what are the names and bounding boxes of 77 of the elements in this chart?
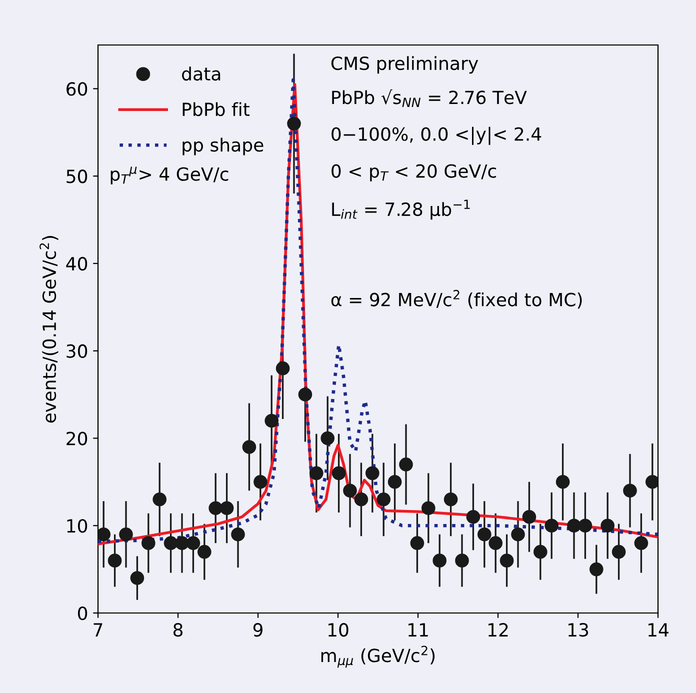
- y-tick-label: 0: [78, 606, 88, 620]
- point: [533, 544, 548, 559]
- point: [544, 518, 559, 533]
- y-tick-label: 40: [66, 256, 88, 271]
- point: [320, 431, 335, 446]
- point: [197, 544, 212, 559]
- point: [466, 510, 480, 524]
- point: [242, 440, 256, 454]
- legend-label: PbPb fit: [182, 102, 250, 116]
- point: [298, 388, 312, 402]
- y-tick-label: 10: [67, 519, 88, 533]
- point: [175, 536, 189, 550]
- point: [388, 475, 402, 489]
- point: [589, 562, 604, 576]
- point: [141, 536, 156, 550]
- point: [186, 536, 200, 550]
- point: [253, 475, 268, 489]
- x-tick-label: 14: [648, 623, 668, 636]
- y-tick-label: 60: [66, 82, 88, 96]
- point: [287, 116, 301, 131]
- annotation: 0 < p$_{T}$ < 20 GeV/c: [332, 164, 496, 182]
- point: [108, 554, 122, 568]
- point: [130, 571, 144, 585]
- y-axis-title: events/(0.14 GeV/c$^{2}$): [40, 236, 58, 423]
- point: [432, 554, 447, 568]
- point: [152, 492, 167, 506]
- point: [309, 466, 324, 480]
- point: [645, 475, 658, 489]
- x-tick-label: 10: [328, 623, 348, 637]
- y-tick-label: 50: [66, 170, 88, 184]
- point: [98, 527, 111, 542]
- point: [276, 361, 290, 376]
- point: [612, 544, 626, 559]
- point: [365, 466, 380, 480]
- x-axis-title: m$_{μμ}$ (GeV/c$^{2}$): [321, 646, 435, 668]
- annotation: CMS preliminary: [331, 56, 478, 74]
- point: [578, 518, 592, 533]
- x-tick-label: 7: [94, 623, 102, 636]
- point: [634, 536, 648, 550]
- point: [522, 510, 536, 524]
- point: [399, 458, 413, 472]
- annotation: L$_{int}$ = 7.28 μb$^{−1}$: [332, 200, 470, 220]
- point: [444, 492, 458, 506]
- point: [488, 536, 503, 550]
- point: [164, 536, 178, 550]
- legend-label: data: [182, 66, 220, 81]
- point: [567, 518, 581, 533]
- x-tick-label: 8: [173, 623, 183, 637]
- x-tick-label: 9: [253, 623, 262, 637]
- point: [343, 484, 357, 498]
- x-tick-label: 13: [568, 623, 588, 637]
- point: [600, 518, 615, 533]
- point: [376, 492, 391, 506]
- point: [208, 501, 223, 516]
- annotation: p$_{T}$$^{μ}$> 4 GeV/c: [110, 166, 228, 184]
- point: [119, 527, 133, 542]
- annotation: α = 92 MeV/c$^{2}$ (fixed to MC): [331, 290, 582, 309]
- point: [332, 466, 346, 480]
- point: [410, 536, 424, 550]
- x-tick-label: 12: [488, 623, 508, 636]
- y-tick-label: 30: [66, 344, 88, 358]
- point: [354, 492, 368, 506]
- point: [264, 414, 279, 428]
- point: [511, 527, 525, 542]
- legend-label: pp shape: [182, 138, 264, 156]
- point: [231, 527, 245, 542]
- point: [455, 554, 469, 568]
- point: [500, 554, 514, 568]
- annotation: PbPb √s$_{NN}$ = 2.76 TeV: [332, 89, 527, 107]
- x-tick-label: 11: [408, 623, 428, 636]
- point: [477, 527, 492, 542]
- annotation: 0−100%, 0.0 <|y|< 2.4: [332, 126, 542, 145]
- point: [623, 484, 637, 498]
- point: [421, 501, 436, 516]
- y-tick-label: 20: [66, 432, 88, 446]
- point: [220, 501, 234, 516]
- point: [556, 475, 570, 489]
